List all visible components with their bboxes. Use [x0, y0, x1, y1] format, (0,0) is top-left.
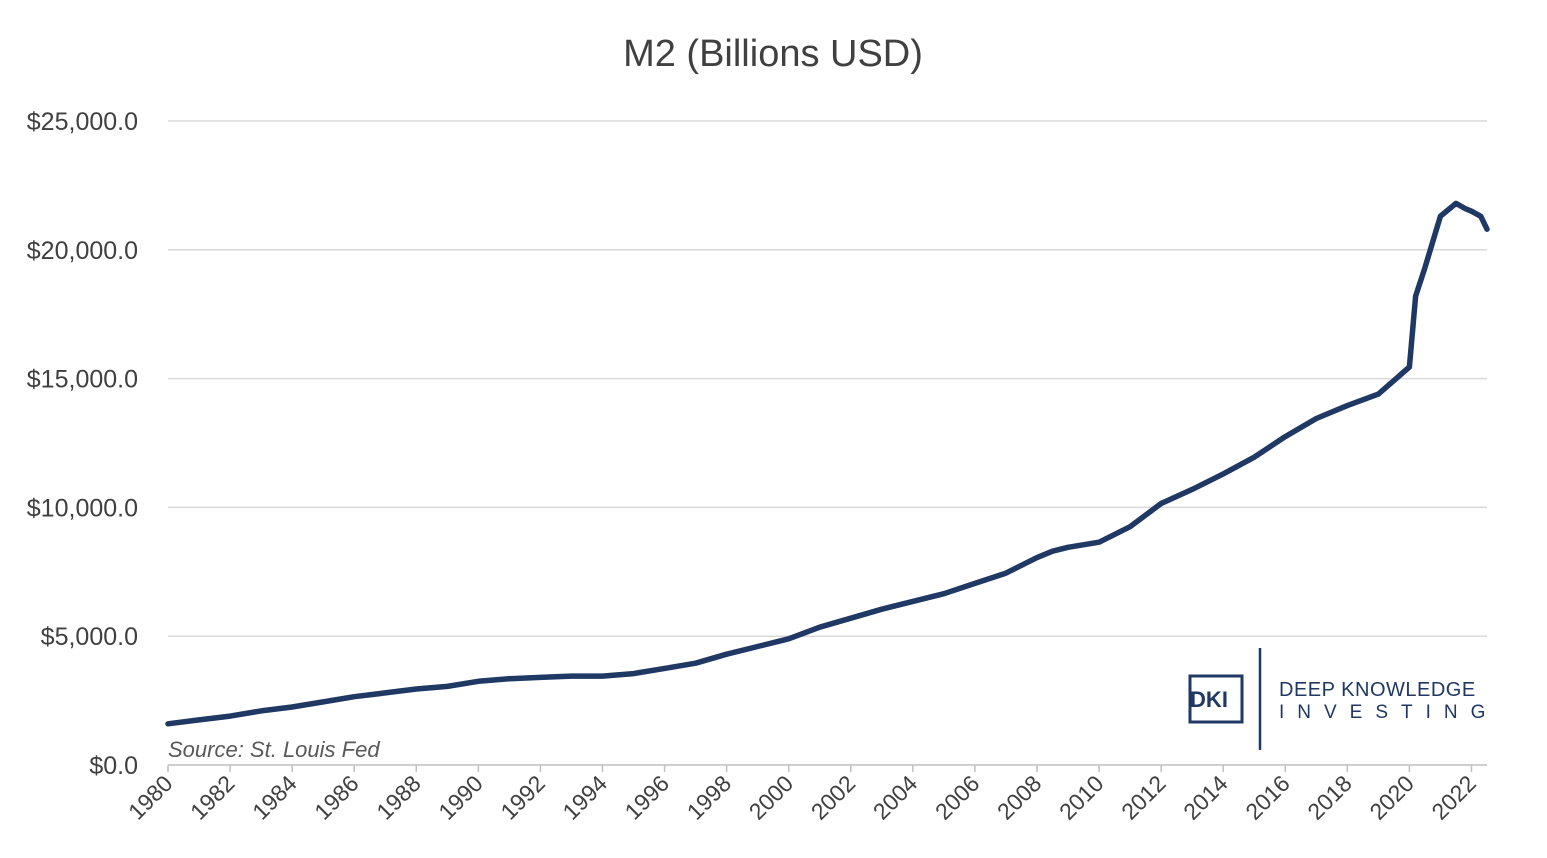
data-point: [198, 719, 200, 721]
data-point: [1439, 215, 1442, 218]
data-point: [1464, 207, 1467, 210]
x-tick-label: 2020: [1364, 770, 1419, 825]
x-tick-label: 1984: [247, 770, 302, 825]
data-point: [1424, 267, 1426, 269]
logo-line1: DEEP KNOWLEDGE: [1279, 679, 1476, 701]
data-point: [1222, 473, 1224, 475]
x-tick-label: 1982: [185, 770, 240, 825]
x-tick-label: 2016: [1240, 770, 1295, 825]
data-point: [1160, 502, 1162, 505]
x-tick-label: 1990: [433, 770, 488, 825]
data-point: [849, 617, 852, 619]
gridlines: [168, 120, 1487, 637]
data-point: [570, 675, 573, 677]
data-point: [167, 722, 169, 725]
y-tick-label: $25,000.0: [27, 108, 138, 136]
x-tick-label: 2018: [1302, 770, 1357, 825]
data-point: [1067, 546, 1069, 549]
data-point: [756, 645, 759, 648]
series-line-0: [165, 200, 1490, 727]
data-point: [694, 662, 697, 665]
data-point: [539, 676, 542, 679]
data-point: [322, 701, 324, 703]
data-point: [1253, 456, 1256, 458]
x-tick-label: 1992: [495, 770, 550, 825]
y-tick-label: $10,000.0: [27, 494, 138, 522]
x-tick-label: 2006: [930, 770, 985, 825]
data-point: [1315, 417, 1318, 420]
data-point: [1408, 366, 1411, 368]
x-tick-label: 2010: [1054, 770, 1109, 825]
x-tick-label: 2014: [1178, 770, 1233, 825]
dki-logo: DKI DEEP KNOWLEDGE INVESTING: [1188, 648, 1498, 750]
data-point: [818, 626, 821, 628]
x-tick-label: 1994: [557, 770, 612, 825]
x-tick-label: 2012: [1116, 770, 1171, 825]
logo-mark-text: DKI: [1190, 687, 1228, 712]
x-tick-label: 1986: [309, 770, 364, 825]
data-point: [632, 672, 635, 675]
y-tick-label: $0.0: [89, 752, 138, 780]
x-tick-label: 1988: [371, 770, 426, 825]
data-point: [1377, 393, 1380, 395]
data-point: [1098, 541, 1100, 543]
y-tick-label: $20,000.0: [27, 237, 138, 265]
data-point: [291, 706, 293, 708]
x-tick-label: 2008: [992, 770, 1047, 825]
x-tick-label: 1998: [682, 770, 737, 825]
x-tick-label: 2000: [744, 770, 799, 825]
data-point: [477, 680, 480, 683]
data-point: [1051, 550, 1054, 552]
data-point: [1479, 215, 1482, 218]
y-tick-label: $5,000.0: [41, 623, 138, 651]
x-tick-label: 1996: [620, 770, 675, 825]
data-point: [1346, 404, 1349, 407]
data-point: [1284, 435, 1287, 438]
data-point: [912, 600, 914, 603]
series-layer: [165, 200, 1490, 727]
x-tick-label: 2004: [868, 770, 923, 825]
logo-line2: INVESTING: [1279, 702, 1498, 723]
data-point: [446, 685, 449, 688]
data-point: [725, 653, 728, 656]
data-point: [415, 688, 418, 690]
data-point: [229, 715, 231, 717]
data-point: [943, 592, 945, 595]
data-point: [1455, 202, 1457, 205]
x-axis: 1980 1982 1984 1986 1988 1990 1992 1994 1996 1998…: [123, 764, 1487, 825]
x-tick-label: 2002: [806, 770, 861, 825]
data-point: [508, 677, 511, 680]
data-point: [353, 695, 356, 698]
data-point: [1191, 488, 1193, 491]
logo-mark-box: [1188, 674, 1244, 724]
data-point: [881, 608, 883, 610]
data-point: [1414, 295, 1417, 297]
data-point: [1036, 556, 1038, 559]
data-point: [663, 667, 666, 670]
data-point: [787, 637, 790, 640]
data-point: [974, 582, 976, 585]
y-tick-label: $15,000.0: [27, 366, 138, 394]
chart-title: M2 (Billions USD): [623, 33, 923, 75]
data-point: [260, 710, 262, 712]
y-axis: $0.0 $5,000.0 $10,000.0 $15,000.0 $20,000.0 $…: [27, 108, 138, 780]
data-point: [1470, 210, 1473, 212]
data-point: [1129, 525, 1131, 528]
source-note: Source: St. Louis Fed: [168, 737, 380, 762]
data-point: [1005, 572, 1007, 574]
x-tick-label: 2022: [1426, 770, 1481, 825]
data-point: [384, 692, 387, 694]
data-point: [1486, 228, 1488, 230]
data-point: [601, 675, 604, 677]
